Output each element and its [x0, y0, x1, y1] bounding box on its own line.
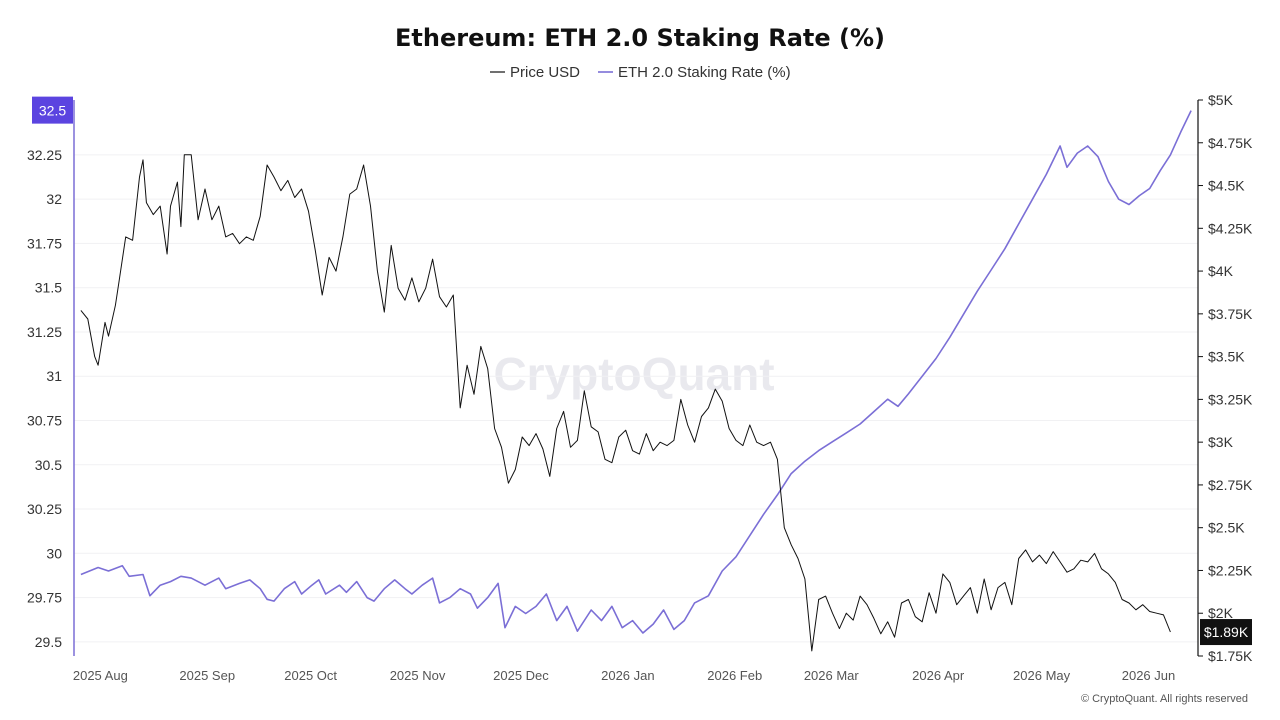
- badge-price-label: $1.89K: [1204, 624, 1249, 640]
- right-tick-label: $2.25K: [1208, 562, 1253, 578]
- right-tick-label: $4.5K: [1208, 178, 1245, 194]
- x-tick-label: 2026 Jun: [1122, 668, 1176, 683]
- left-axis: 29.5 29.75 30 30.25 30.5 30.75 31 31.25 31.5 31.7…: [27, 100, 75, 656]
- left-tick-label: 31.75: [27, 235, 62, 251]
- legend-label-price[interactable]: Price USD: [510, 64, 580, 81]
- credit-text: © CryptoQuant. All rights reserved: [1081, 693, 1248, 705]
- left-tick-label: 30: [46, 545, 62, 561]
- badge-price-bg: [1200, 619, 1252, 646]
- badge-staking-rate-bg: [32, 96, 73, 124]
- x-tick-label: 2025 Dec: [493, 668, 549, 683]
- legend-label-staking[interactable]: ETH 2.0 Staking Rate (%): [618, 64, 791, 81]
- x-tick-label: 2026 Mar: [804, 668, 860, 683]
- right-tick-label: $3.5K: [1208, 349, 1245, 365]
- x-axis: 2025 Aug 2025 Sep 2025 Oct 2025 Nov 2025 Dec…: [73, 668, 1175, 683]
- left-tick-label: 30.25: [27, 501, 62, 517]
- right-tick-label: $5K: [1208, 92, 1234, 108]
- x-tick-label: 2026 May: [1013, 668, 1071, 683]
- right-tick-label: $2K: [1208, 605, 1234, 621]
- x-tick-label: 2026 Apr: [912, 668, 965, 683]
- left-tick-label: 32.25: [27, 147, 62, 163]
- current-value-badges: 32.5 $1.89K: [32, 96, 1252, 646]
- right-tick-label: $3.25K: [1208, 391, 1253, 407]
- x-tick-label: 2025 Aug: [73, 668, 128, 683]
- right-tick-label: $4K: [1208, 263, 1234, 279]
- watermark: CryptoQuant: [493, 348, 774, 400]
- x-tick-label: 2026 Jan: [601, 668, 655, 683]
- right-tick-label: $3K: [1208, 434, 1234, 450]
- right-tick-label: $4.75K: [1208, 135, 1253, 151]
- chart-title: Ethereum: ETH 2.0 Staking Rate (%): [395, 24, 885, 52]
- right-tick-label: $2.5K: [1208, 520, 1245, 536]
- left-tick-label: 29.5: [35, 634, 62, 650]
- right-tick-label: $4.25K: [1208, 220, 1253, 236]
- left-tick-label: 31.25: [27, 324, 62, 340]
- right-axis: $1.75K $2K $2.25K $2.5K $2.75K $3K $3.25K $3.5K…: [1197, 92, 1253, 664]
- right-tick-label: $2.75K: [1208, 477, 1253, 493]
- x-tick-label: 2025 Nov: [390, 668, 446, 683]
- left-tick-label: 30.75: [27, 412, 62, 428]
- left-tick-label: 31.5: [35, 280, 62, 296]
- left-tick-label: 30.5: [35, 457, 62, 473]
- series-line-staking-rate: [80, 110, 1192, 634]
- legend: Price USD ETH 2.0 Staking Rate (%): [490, 64, 791, 81]
- grid-lines: [74, 154, 1198, 643]
- left-tick-label: 31: [46, 368, 62, 384]
- badge-staking-rate-label: 32.5: [39, 103, 66, 119]
- right-tick-label: $1.75K: [1208, 648, 1253, 664]
- right-tick-label: $3.75K: [1208, 306, 1253, 322]
- series-line-price-usd: [80, 154, 1171, 652]
- left-tick-label: 29.75: [27, 590, 62, 606]
- x-tick-label: 2026 Feb: [707, 668, 762, 683]
- x-tick-label: 2025 Sep: [179, 668, 235, 683]
- left-tick-label: 32: [46, 191, 62, 207]
- x-tick-label: 2025 Oct: [284, 668, 337, 683]
